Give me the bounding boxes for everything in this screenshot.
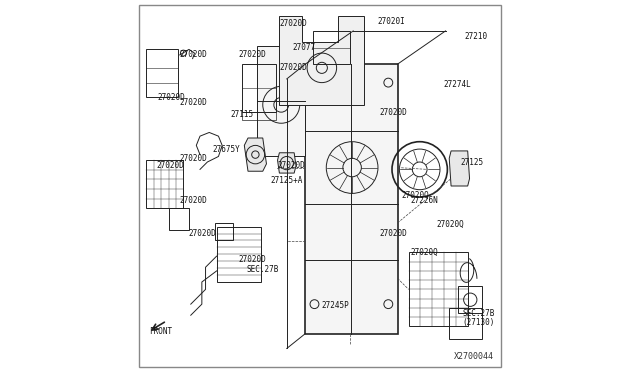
Text: 27226N: 27226N (410, 196, 438, 205)
Text: 27020D: 27020D (280, 63, 307, 72)
Bar (168, 208, 189, 230)
Text: 27020D: 27020D (278, 161, 305, 170)
Polygon shape (257, 46, 305, 157)
Bar (312, 31, 349, 64)
Polygon shape (305, 64, 397, 334)
Text: 27020D: 27020D (180, 51, 207, 60)
Bar (458, 286, 483, 313)
Text: 27020Q: 27020Q (436, 220, 464, 229)
Text: 27210: 27210 (464, 32, 487, 41)
Text: 27020D: 27020D (180, 99, 207, 108)
Text: 27020D: 27020D (379, 108, 407, 117)
Text: 27020I: 27020I (377, 17, 405, 26)
Text: 27020D: 27020D (189, 230, 217, 238)
Text: 27020D: 27020D (157, 93, 186, 102)
Bar (147, 49, 178, 97)
Text: 27125: 27125 (460, 157, 483, 167)
Polygon shape (449, 151, 470, 186)
Polygon shape (244, 138, 266, 171)
Text: (27130): (27130) (462, 318, 495, 327)
Bar (408, 253, 468, 326)
Bar (215, 223, 233, 240)
Text: 27020D: 27020D (180, 154, 207, 163)
Text: 27020D: 27020D (156, 161, 184, 170)
Text: SEC.27B: SEC.27B (462, 309, 495, 318)
Bar (147, 160, 184, 208)
Text: 27115: 27115 (230, 109, 254, 119)
Polygon shape (278, 153, 296, 173)
Text: 27077: 27077 (292, 43, 316, 52)
Text: 27020D: 27020D (180, 196, 207, 205)
Text: 27020D: 27020D (239, 255, 266, 264)
Text: 27274L: 27274L (444, 80, 472, 89)
Text: FRONT: FRONT (149, 327, 173, 336)
Bar (216, 227, 261, 282)
Polygon shape (280, 16, 364, 105)
Text: 27020Q: 27020Q (410, 248, 438, 257)
Text: 27245P: 27245P (322, 301, 349, 311)
Text: 27020D: 27020D (379, 230, 407, 238)
Text: SEC.27B: SEC.27B (246, 264, 278, 273)
Text: X2700044: X2700044 (454, 352, 493, 361)
Bar (449, 308, 483, 339)
Text: 27020D: 27020D (280, 19, 307, 28)
Bar (243, 64, 276, 112)
Text: 27675Y: 27675Y (213, 145, 241, 154)
Bar (243, 112, 276, 119)
Text: 27125+A: 27125+A (270, 176, 303, 185)
Text: 27020D: 27020D (239, 51, 266, 60)
Text: 27020Q: 27020Q (401, 191, 429, 200)
